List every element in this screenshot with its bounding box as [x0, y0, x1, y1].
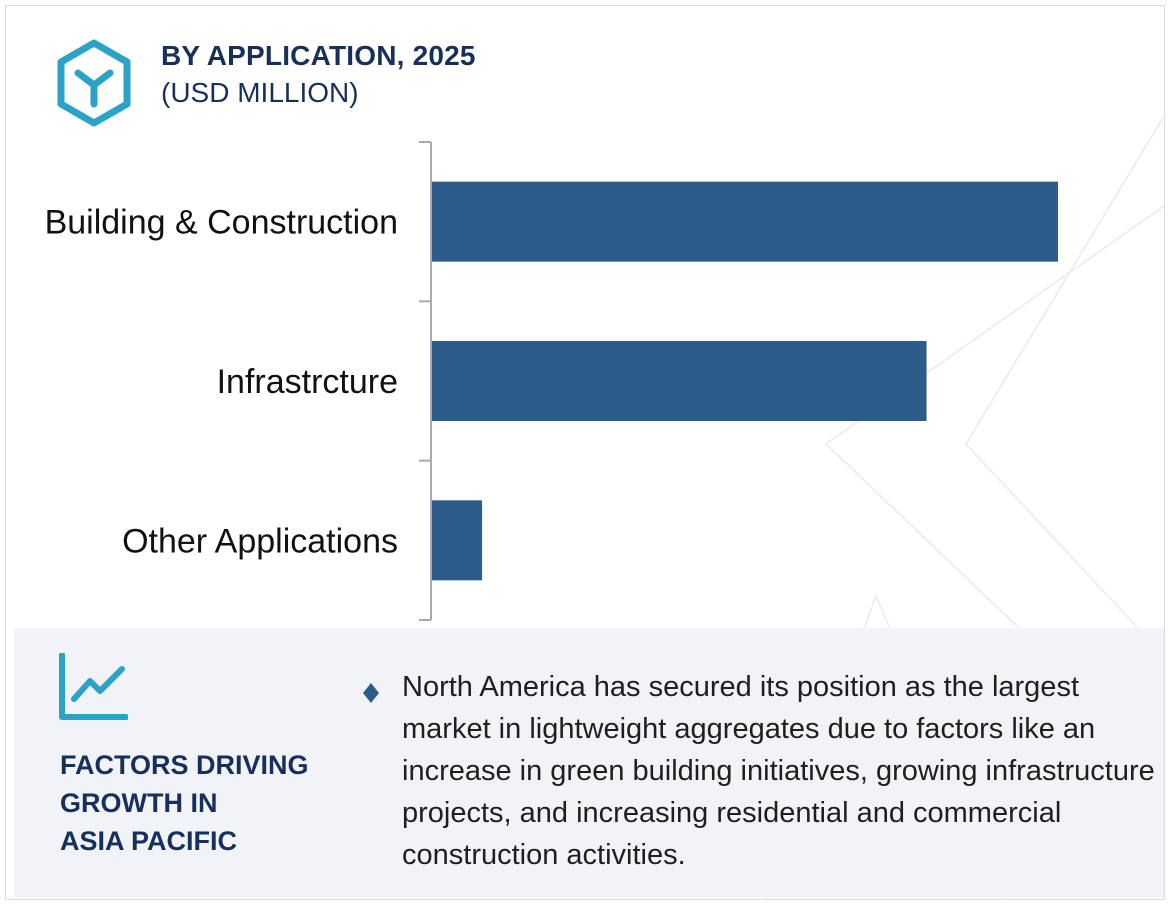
- hexagon-logo-icon: [57, 39, 131, 127]
- diamond-bullet-icon: [363, 683, 379, 703]
- line-chart-icon: [59, 653, 128, 720]
- factors-heading-line-3: ASIA PACIFIC: [60, 826, 238, 856]
- category-label-0: Building & Construction: [45, 204, 398, 242]
- factors-heading-line-1: FACTORS DRIVING: [60, 750, 309, 780]
- category-label-2: Other Applications: [122, 522, 398, 560]
- chart-subtitle: (USD MILLION): [161, 77, 359, 108]
- infographic-card: BY APPLICATION, 2025 (USD MILLION) Build…: [5, 5, 1165, 900]
- factors-description: North America has secured its position a…: [402, 671, 1155, 871]
- chart-title: BY APPLICATION, 2025: [161, 40, 476, 71]
- bar-2: [432, 500, 483, 581]
- factors-panel: FACTORS DRIVING GROWTH IN ASIA PACIFIC N…: [14, 628, 1164, 898]
- bar-0: [432, 181, 1058, 262]
- factors-heading-line-2: GROWTH IN: [60, 788, 218, 818]
- bar-chart: Building & Construction Infrastrcture Othe…: [45, 141, 1058, 621]
- factors-heading: FACTORS DRIVING GROWTH IN ASIA PACIFIC: [60, 746, 350, 860]
- bar-1: [432, 341, 927, 421]
- category-label-1: Infrastrcture: [217, 363, 398, 401]
